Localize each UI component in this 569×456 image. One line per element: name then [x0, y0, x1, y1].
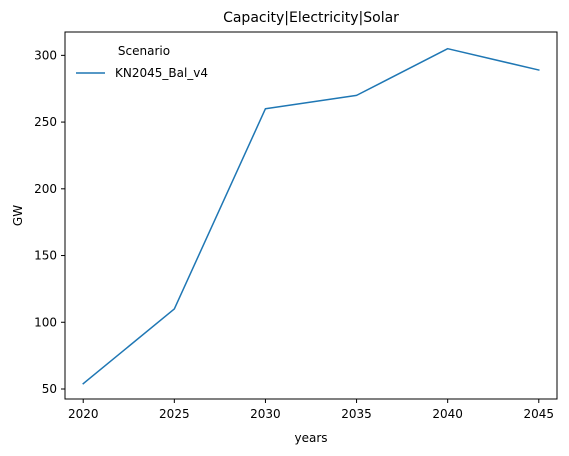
series-layer — [82, 47, 540, 385]
x-tick-label: 2035 — [341, 407, 372, 421]
y-tick-label: 150 — [34, 249, 57, 263]
y-tick-label: 100 — [34, 315, 57, 329]
x-tick-label: 2045 — [524, 407, 555, 421]
series-line-kn2045-bal-v4 — [82, 47, 540, 385]
legend: Scenario KN2045_Bal_v4 — [76, 44, 208, 80]
plot-frame — [64, 31, 558, 400]
y-tick-label: 250 — [34, 115, 57, 129]
legend-title: Scenario — [118, 44, 170, 58]
x-tick-label: 2040 — [432, 407, 463, 421]
chart-title: Capacity|Electricity|Solar — [223, 10, 399, 26]
x-tick-label: 2025 — [159, 407, 190, 421]
x-tick-label: 2030 — [250, 407, 281, 421]
y-axis-label: GW — [11, 205, 25, 226]
x-axis-ticks: 2020 2025 2030 2035 2040 2045 — [68, 399, 554, 421]
y-axis-ticks: 50 100 150 200 250 300 — [34, 48, 65, 396]
y-tick-label: 50 — [42, 382, 57, 396]
legend-label-kn2045-bal-v4: KN2045_Bal_v4 — [115, 66, 208, 80]
x-axis-label: years — [294, 431, 327, 445]
y-tick-label: 300 — [34, 48, 57, 62]
y-tick-label: 200 — [34, 182, 57, 196]
x-tick-label: 2020 — [68, 407, 99, 421]
